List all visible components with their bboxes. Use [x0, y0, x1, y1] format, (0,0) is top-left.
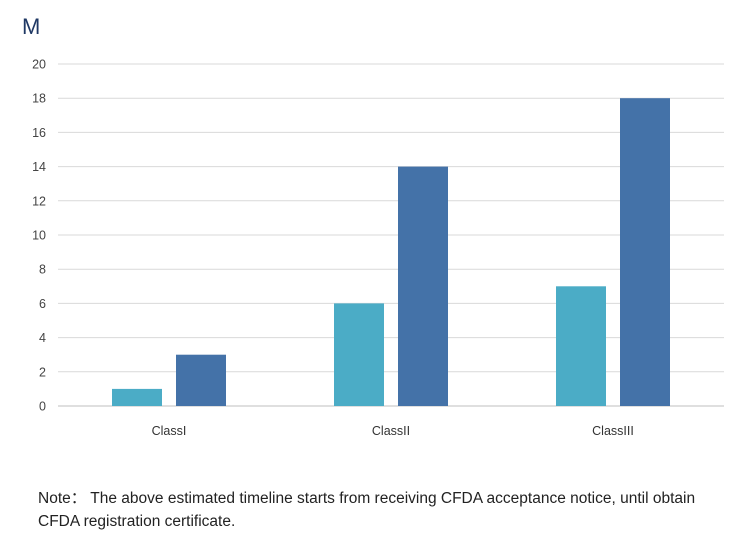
x-category-label: ClassI [152, 424, 187, 438]
y-tick-label: 18 [32, 92, 46, 106]
y-tick-label: 2 [39, 365, 46, 379]
bar-ClassIII-series1 [556, 286, 606, 406]
bar-ClassI-series1 [112, 388, 162, 406]
x-category-label: ClassII [372, 424, 410, 438]
y-tick-label: 12 [32, 194, 46, 208]
y-tick-label: 8 [39, 263, 46, 277]
y-tick-label: 6 [39, 297, 46, 311]
x-axis-categories: ClassI ClassII ClassIII [152, 424, 634, 438]
y-tick-label: 4 [39, 331, 46, 345]
y-tick-label: 14 [32, 160, 46, 174]
bar-chart: 0 2 4 6 8 10 12 14 16 18 20 ClassI ClassII ClassIII [32, 58, 724, 438]
y-tick-label: 10 [32, 229, 46, 243]
y-tick-label: 0 [39, 400, 46, 414]
y-axis-unit-label: M [22, 14, 41, 39]
footnote: Note： The above estimated timeline start… [38, 490, 696, 530]
bar-ClassIII-series2 [620, 98, 670, 406]
y-tick-label: 16 [32, 126, 46, 140]
bar-ClassII-series2 [398, 166, 448, 406]
bar-ClassII-series1 [334, 303, 384, 406]
bar-ClassI-series2 [176, 354, 226, 406]
gridlines [58, 63, 724, 407]
y-tick-label: 20 [32, 58, 46, 72]
bars [112, 98, 670, 406]
x-category-label: ClassIII [592, 424, 634, 438]
y-axis-ticks: 0 2 4 6 8 10 12 14 16 18 20 [32, 58, 46, 414]
